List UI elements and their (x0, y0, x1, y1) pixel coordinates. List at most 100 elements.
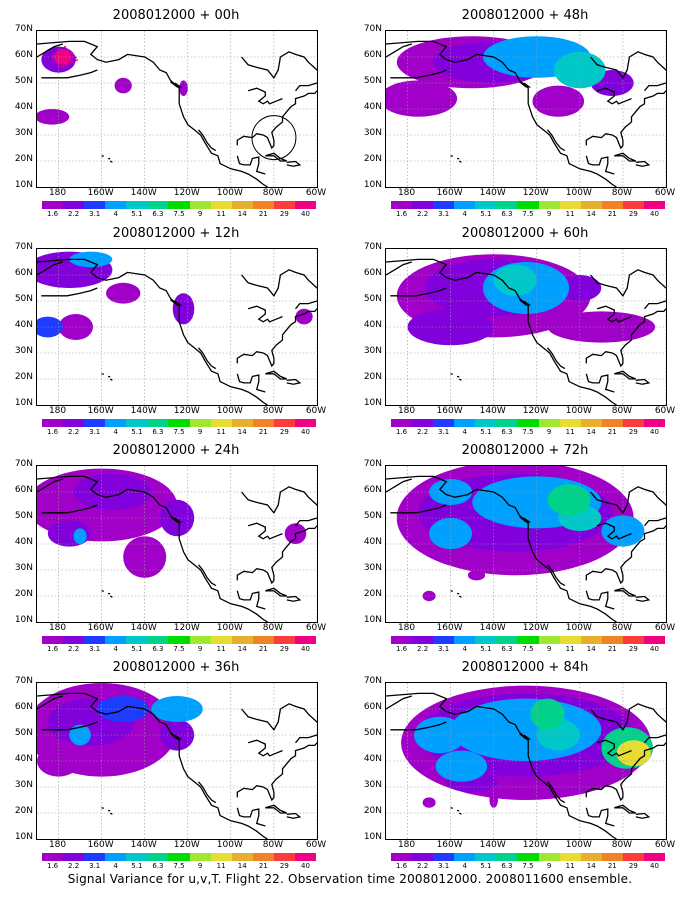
coastline (596, 305, 632, 323)
colorbar-label: 40 (300, 862, 310, 870)
lon-label: 140W (130, 188, 157, 198)
lat-label: 40N (14, 754, 33, 764)
colorbar-label: 2.2 (68, 645, 80, 653)
coastline (590, 51, 666, 79)
colorbar-label: 6.3 (501, 428, 513, 436)
lat-label: 40N (14, 102, 33, 112)
coastline (614, 587, 637, 597)
colorbar-swatch (210, 201, 232, 209)
colorbar-label: 9 (197, 428, 203, 436)
coastline (41, 69, 98, 79)
colorbar-swatch (252, 853, 274, 861)
lon-label: 60W (305, 188, 327, 198)
colorbar-label: 7.5 (173, 862, 185, 870)
lat-label: 50N (14, 728, 33, 738)
lon-label: 140W (479, 623, 506, 633)
lon-label: 80W (262, 188, 284, 198)
figure-caption: Signal Variance for u,v,T. Flight 22. Ob… (67, 872, 633, 886)
colorbar-label: 11 (216, 862, 226, 870)
lon-label: 120W (173, 623, 200, 633)
colorbar-label: 7.5 (173, 428, 185, 436)
variance-contour (37, 316, 63, 338)
colorbar-swatch (126, 853, 148, 861)
coastline (236, 590, 266, 610)
lon-label: 180 (48, 840, 67, 850)
map-svg (37, 683, 317, 839)
coastline (456, 375, 460, 378)
coastline (519, 81, 532, 88)
coastline (41, 504, 98, 514)
coastline (101, 155, 104, 157)
colorbar-label: 6.3 (501, 210, 513, 218)
colorbar-swatch (252, 419, 274, 427)
colorbar-label: 1.6 (395, 862, 408, 870)
coastline (386, 478, 412, 493)
lon-label: 160W (87, 188, 114, 198)
map-area (385, 682, 667, 840)
coastline (458, 595, 462, 598)
coastline (101, 807, 104, 809)
coastline (294, 505, 317, 527)
coastline (643, 70, 666, 92)
lat-label: 20N (363, 589, 382, 599)
colorbar-swatch (622, 636, 644, 644)
lat-label: 50N (14, 511, 33, 521)
colorbar-swatch (601, 636, 623, 644)
coastline (596, 87, 632, 105)
colorbar-label: 14 (237, 862, 247, 870)
colorbar (391, 201, 666, 209)
colorbar-swatch (601, 853, 623, 861)
lon-label: 140W (479, 188, 506, 198)
colorbar-swatch (412, 636, 434, 644)
colorbar-swatch (105, 201, 127, 209)
colorbar-swatch (189, 201, 211, 209)
lon-label: 60W (654, 840, 676, 850)
colorbar-swatch (538, 201, 560, 209)
coastline (386, 261, 412, 276)
colorbar-swatch (84, 853, 106, 861)
lon-label: 160W (436, 840, 463, 850)
colorbar-label: 29 (628, 428, 638, 436)
lat-label: 30N (14, 780, 33, 790)
colorbar-label: 3.1 (438, 428, 450, 436)
coastline (390, 721, 447, 731)
coastline (294, 722, 317, 744)
variance-contour (37, 109, 70, 125)
colorbar-label: 29 (279, 645, 289, 653)
coastline (247, 522, 283, 540)
colorbar-swatch (496, 853, 518, 861)
variance-contour (532, 85, 585, 117)
coastline (458, 160, 462, 163)
map-area (385, 248, 667, 406)
colorbar-label: 2.2 (68, 862, 80, 870)
lon-label: 80W (262, 406, 284, 416)
coastline (386, 43, 412, 58)
coastline (241, 51, 317, 79)
colorbar-label: 6.3 (152, 862, 164, 870)
colorbar-label: 5.1 (131, 210, 143, 218)
lon-label: 160W (87, 840, 114, 850)
colorbar-swatch (580, 419, 602, 427)
coastline (585, 155, 615, 175)
colorbar-swatch (210, 636, 232, 644)
lat-label: 30N (14, 563, 33, 573)
coastline (458, 812, 462, 815)
map-svg (386, 249, 666, 405)
panel-title: 2008012000 + 48h (461, 8, 589, 23)
lat-label: 50N (14, 294, 33, 304)
coastline (109, 378, 113, 381)
colorbar-label: 1.6 (46, 428, 59, 436)
colorbar-swatch (643, 853, 666, 861)
colorbar-swatch (517, 636, 539, 644)
variance-contour (73, 473, 152, 511)
colorbar-label: 21 (607, 428, 617, 436)
coastline (241, 269, 317, 297)
lat-label: 40N (14, 320, 33, 330)
colorbar-swatch (433, 853, 455, 861)
coastline (546, 781, 566, 804)
colorbar-label: 21 (258, 645, 268, 653)
colorbar (391, 419, 666, 427)
colorbar-swatch (580, 201, 602, 209)
colorbar-label: 11 (565, 862, 575, 870)
colorbar-swatch (63, 419, 85, 427)
